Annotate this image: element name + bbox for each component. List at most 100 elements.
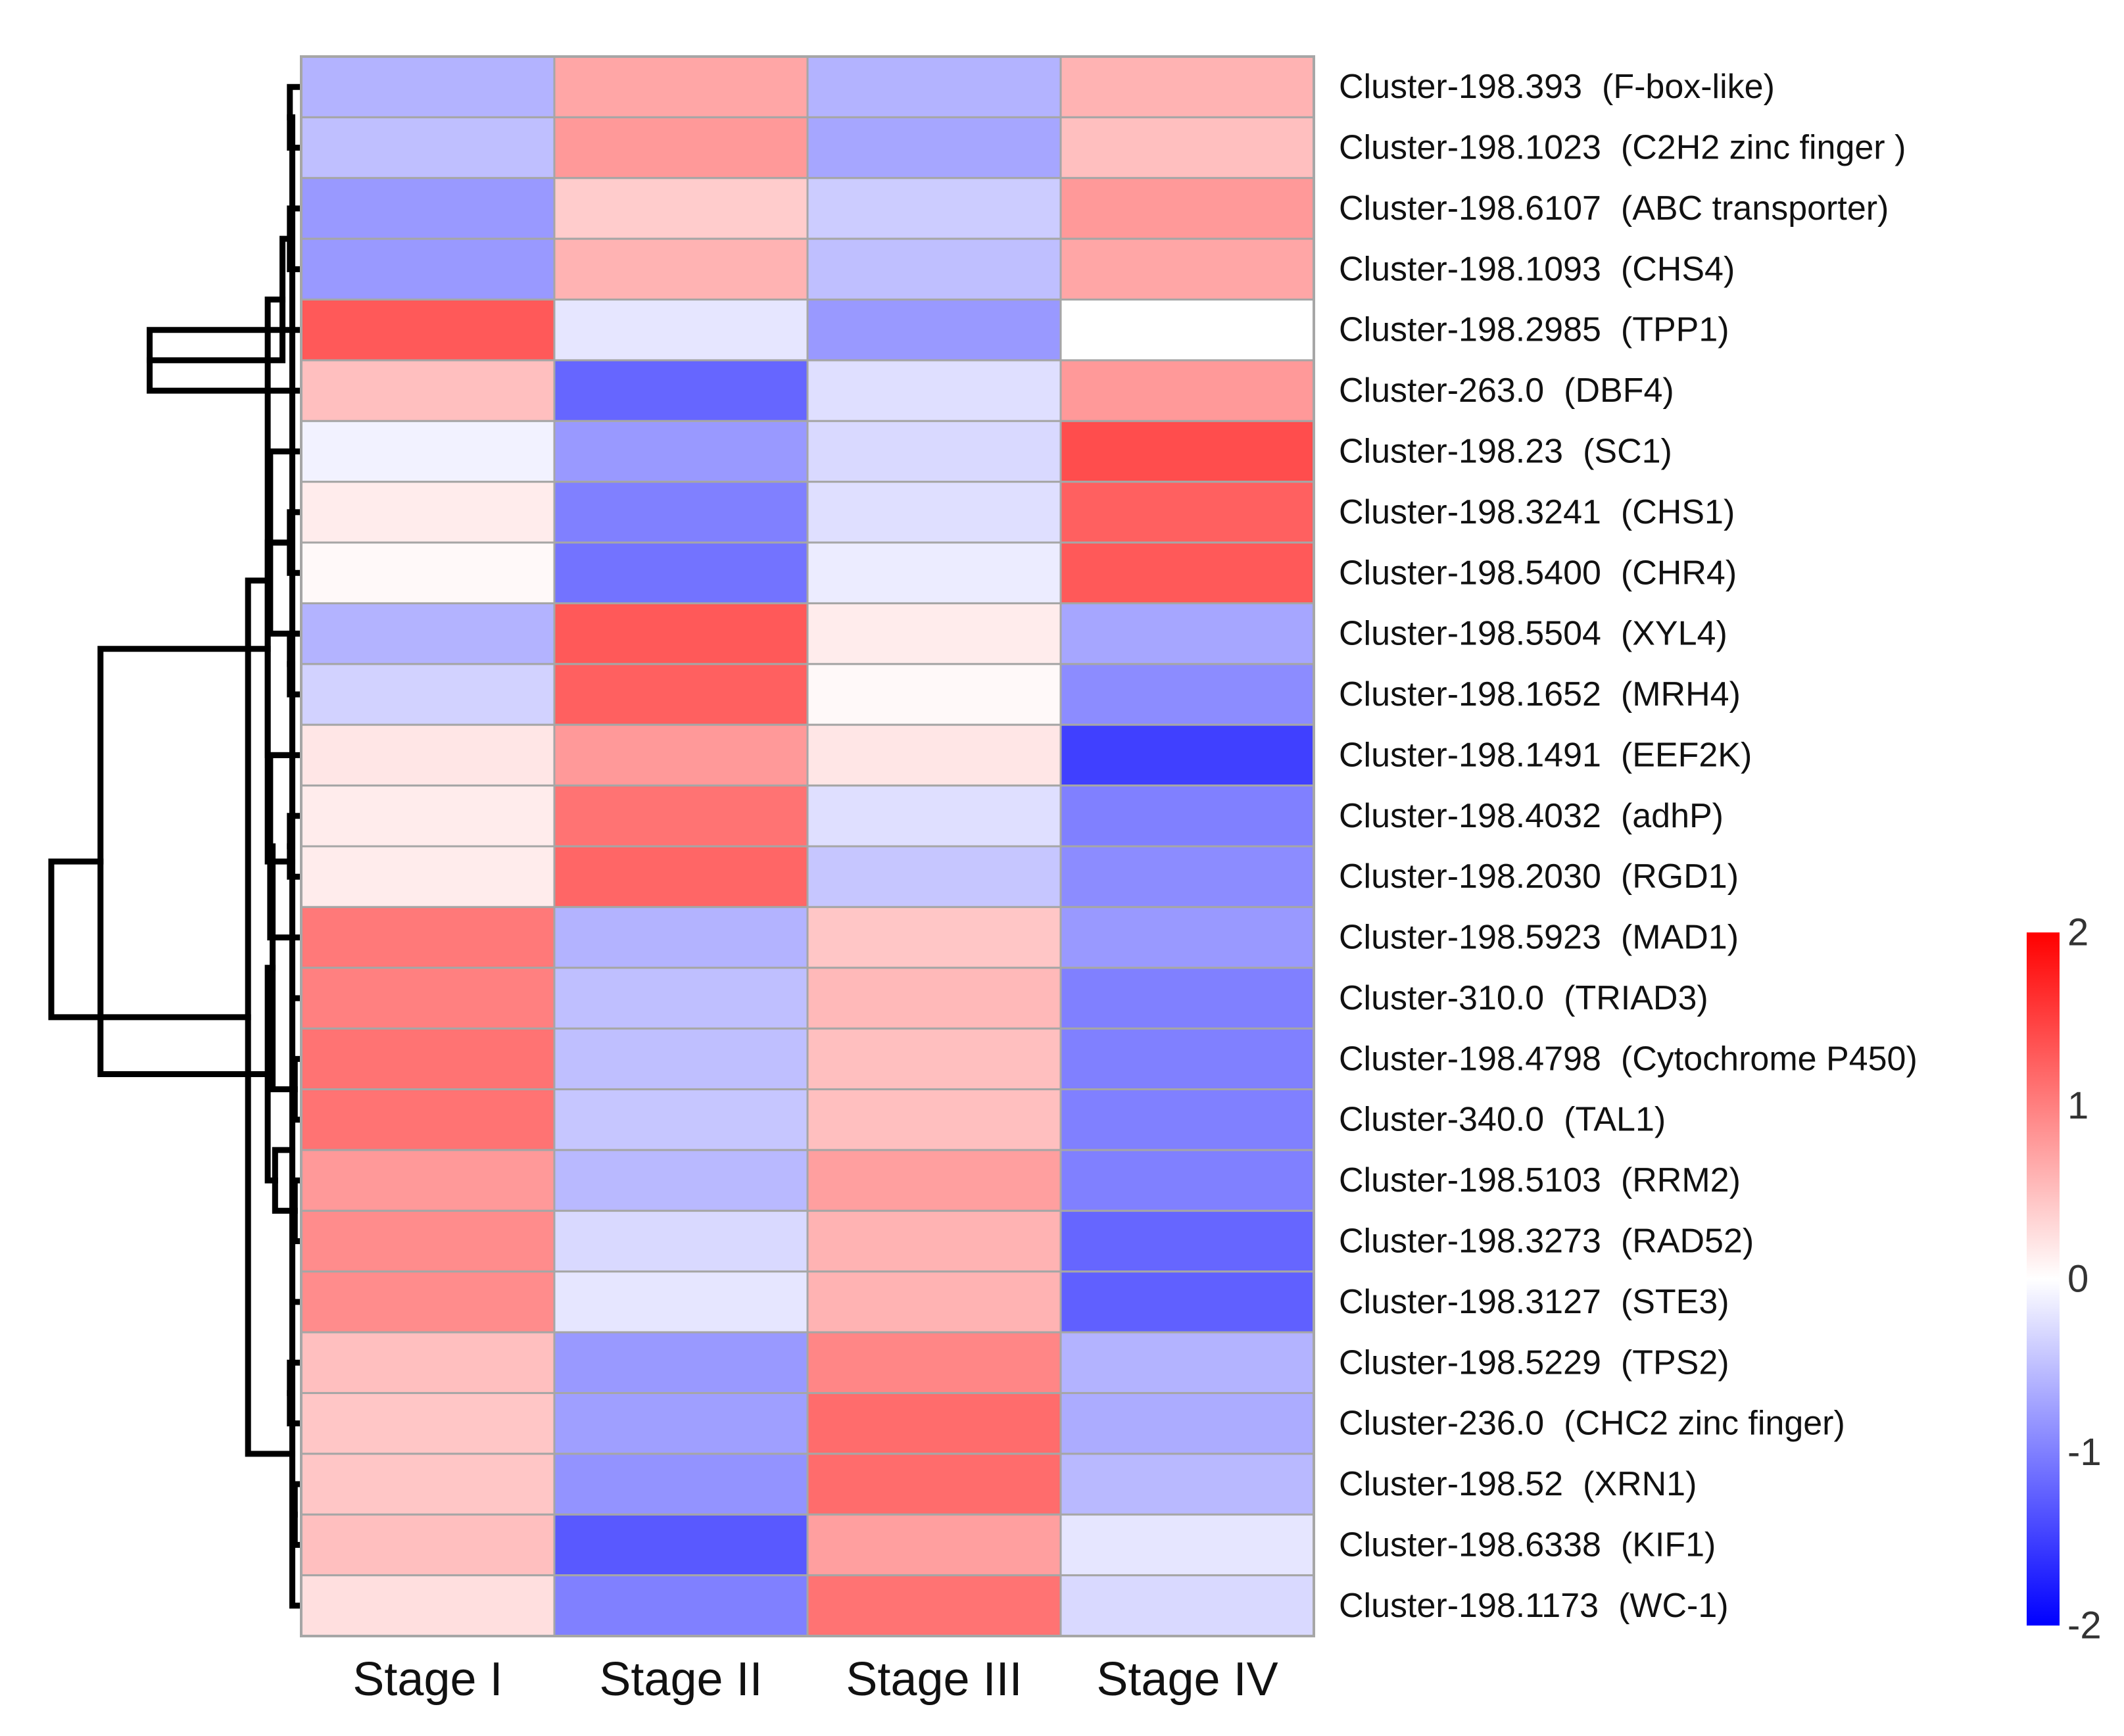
heatmap-cell <box>1059 55 1315 118</box>
heatmap-cell <box>553 1574 809 1637</box>
heatmap-cell <box>553 116 809 180</box>
row-label: Cluster-236.0 (CHC2 zinc finger) <box>1339 1405 1845 1443</box>
row-label-id: Cluster-198.1173 <box>1339 1587 1599 1625</box>
heatmap-cell <box>300 359 556 422</box>
heatmap-cell <box>553 845 809 908</box>
heatmap-cell <box>806 420 1062 483</box>
heatmap-cell <box>300 1513 556 1577</box>
row-label: Cluster-198.4798 (Cytochrome P450) <box>1339 1040 1918 1078</box>
row-label-id: Cluster-198.3241 <box>1339 493 1601 531</box>
heatmap-cell <box>806 1513 1062 1577</box>
heatmap-cell <box>300 1270 556 1334</box>
heatmap-cell <box>806 845 1062 908</box>
row-label-gene: (KIF1) <box>1621 1526 1716 1564</box>
heatmap-cell <box>553 1027 809 1091</box>
heatmap-cell <box>806 237 1062 301</box>
row-dendrogram <box>48 84 301 1609</box>
row-label: Cluster-198.5504 (XYL4) <box>1339 615 1727 653</box>
row-label-gene: (CHS1) <box>1621 493 1735 531</box>
row-label-gene: (CHR4) <box>1621 554 1737 592</box>
heatmap-cell <box>806 1574 1062 1637</box>
heatmap-cell <box>1059 1149 1315 1212</box>
heatmap-cell <box>300 299 556 362</box>
column-label: Stage II <box>599 1653 762 1706</box>
row-label: Cluster-310.0 (TRIAD3) <box>1339 979 1708 1017</box>
row-label: Cluster-198.1023 (C2H2 zinc finger ) <box>1339 129 1906 167</box>
heatmap-cell <box>300 55 556 118</box>
heatmap-cell <box>1059 602 1315 665</box>
row-label: Cluster-198.1093 (CHS4) <box>1339 250 1735 288</box>
heatmap-cell <box>806 905 1062 969</box>
heatmap-cell <box>806 116 1062 180</box>
heatmap-cell <box>806 1149 1062 1212</box>
heatmap-cell <box>806 723 1062 787</box>
row-label-id: Cluster-310.0 <box>1339 979 1544 1017</box>
row-label: Cluster-198.5400 (CHR4) <box>1339 554 1737 592</box>
row-label-id: Cluster-198.4798 <box>1339 1040 1601 1078</box>
heatmap-cell <box>1059 177 1315 240</box>
heatmap-cell <box>300 420 556 483</box>
row-label: Cluster-340.0 (TAL1) <box>1339 1101 1666 1139</box>
row-label-gene: (RGD1) <box>1621 857 1739 896</box>
heatmap-cell <box>806 359 1062 422</box>
heatmap-cell <box>300 1453 556 1516</box>
column-label: Stage I <box>352 1653 502 1706</box>
heatmap-cell <box>553 420 809 483</box>
heatmap-cell <box>300 116 556 180</box>
heatmap-cell <box>1059 967 1315 1030</box>
row-label-gene: (TAL1) <box>1564 1101 1666 1139</box>
row-label-gene: (WC-1) <box>1618 1587 1729 1625</box>
legend-tick-label: 1 <box>2067 1084 2088 1127</box>
heatmap-cell <box>1059 1391 1315 1455</box>
heatmap-cells <box>300 55 1315 1637</box>
row-label-id: Cluster-198.5504 <box>1339 615 1601 653</box>
row-label-gene: (DBF4) <box>1564 372 1674 410</box>
heatmap-cell <box>553 1453 809 1516</box>
row-label-gene: (RAD52) <box>1621 1222 1754 1261</box>
row-label: Cluster-198.393 (F-box-like) <box>1339 68 1775 106</box>
row-label-id: Cluster-198.5400 <box>1339 554 1601 592</box>
legend-color-bar <box>2027 932 2060 1626</box>
row-label-gene: (MAD1) <box>1621 919 1739 957</box>
row-label-id: Cluster-198.23 <box>1339 433 1563 471</box>
row-label-gene: (CHC2 zinc finger) <box>1564 1405 1845 1443</box>
row-label-id: Cluster-198.3127 <box>1339 1283 1601 1321</box>
row-label: Cluster-198.5103 (RRM2) <box>1339 1161 1741 1199</box>
heatmap-cell <box>1059 723 1315 787</box>
legend-tick-label: 0 <box>2067 1258 2088 1301</box>
heatmap-cell <box>300 1088 556 1151</box>
heatmap-cell <box>300 177 556 240</box>
heatmap-cell <box>300 541 556 604</box>
row-label-gene: (XRN1) <box>1583 1465 1697 1503</box>
heatmap-cell <box>1059 359 1315 422</box>
column-label: Stage IV <box>1096 1653 1278 1706</box>
row-label: Cluster-198.4032 (adhP) <box>1339 797 1724 835</box>
row-label-id: Cluster-198.5229 <box>1339 1343 1601 1382</box>
heatmap-cell <box>553 1088 809 1151</box>
heatmap-cell <box>1059 299 1315 362</box>
row-label: Cluster-198.1173 (WC-1) <box>1339 1587 1729 1625</box>
row-label: Cluster-198.3127 (STE3) <box>1339 1283 1729 1321</box>
row-label-id: Cluster-198.393 <box>1339 68 1582 106</box>
heatmap-cell <box>806 541 1062 604</box>
heatmap-cell <box>553 905 809 969</box>
row-label-id: Cluster-340.0 <box>1339 1101 1544 1139</box>
heatmap-cell <box>1059 420 1315 483</box>
row-label-id: Cluster-198.4032 <box>1339 797 1601 835</box>
column-labels: Stage I Stage II Stage III Stage IV <box>352 1653 1278 1706</box>
heatmap-cell <box>806 1027 1062 1091</box>
heatmap-cell <box>300 1331 556 1394</box>
heatmap-cell <box>1059 1088 1315 1151</box>
heatmap-cell <box>300 784 556 848</box>
row-label: Cluster-198.2985 (TPP1) <box>1339 311 1729 349</box>
heatmap-cell <box>1059 663 1315 726</box>
row-label: Cluster-198.6338 (KIF1) <box>1339 1526 1716 1564</box>
row-label-gene: (ABC transporter) <box>1621 189 1889 228</box>
row-label-id: Cluster-236.0 <box>1339 1405 1544 1443</box>
heatmap-cell <box>553 1331 809 1394</box>
heatmap-cell <box>300 1209 556 1273</box>
row-label-gene: (TPS2) <box>1621 1343 1729 1382</box>
dendrogram-branch <box>97 646 271 1077</box>
row-labels: Cluster-198.393 (F-box-like) Cluster-198.1… <box>1339 68 1918 1625</box>
